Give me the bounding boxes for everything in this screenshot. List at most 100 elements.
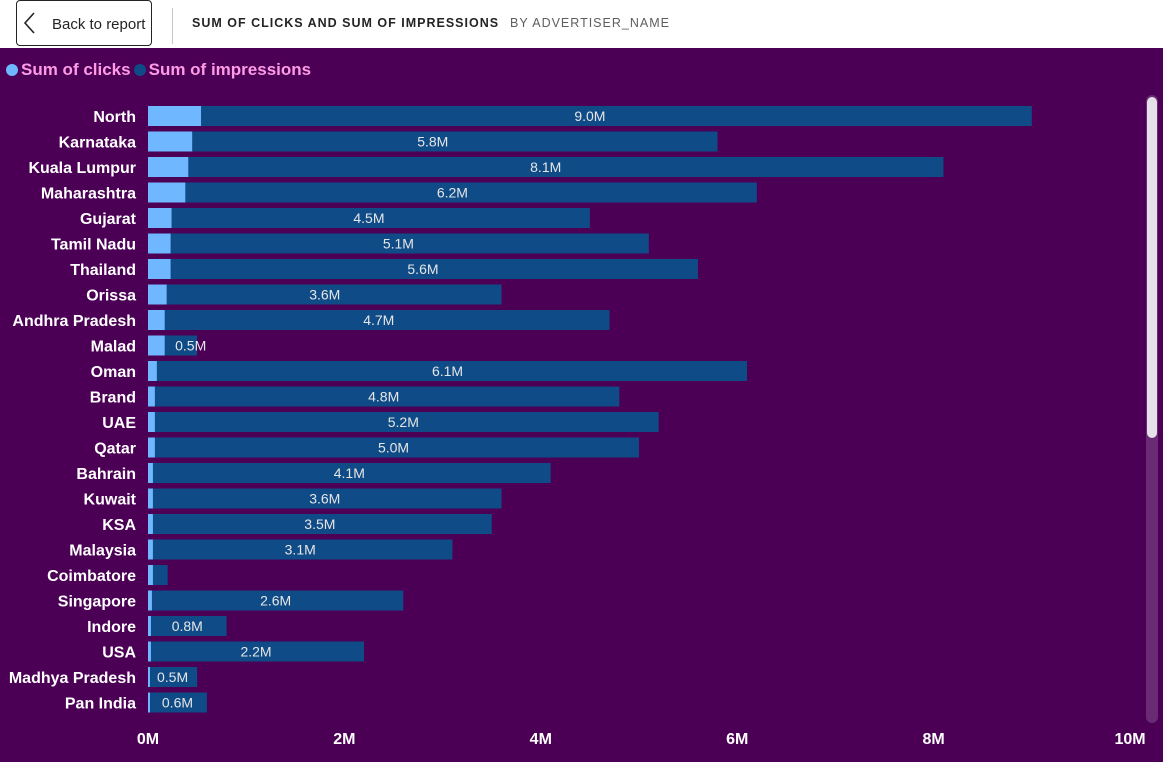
data-label: 4.5M [353,210,384,226]
clicks-bar[interactable] [148,616,151,636]
data-label: 5.0M [378,440,409,456]
data-label: 3.6M [309,287,340,303]
clicks-bar[interactable] [148,514,153,534]
clicks-bar[interactable] [148,539,153,560]
impressions-bar[interactable] [148,284,502,305]
data-label: 2.6M [260,593,291,609]
impressions-bar[interactable] [148,386,620,407]
legend-item-impressions[interactable]: Sum of impressions [133,60,312,80]
impressions-bar[interactable] [148,539,453,560]
category-label: KSA [102,517,136,534]
impressions-bar[interactable] [148,514,492,534]
clicks-bar[interactable] [148,157,189,177]
clicks-bar[interactable] [148,182,186,203]
x-tick-label: 2M [333,731,355,748]
impressions-bar[interactable] [148,310,610,330]
x-tick-label: 0M [137,731,159,748]
clicks-bar[interactable] [148,259,171,279]
impressions-bar[interactable] [148,233,649,254]
legend-swatch-clicks [6,64,18,76]
impressions-bar[interactable] [148,437,639,458]
visual-subtitle: BY ADVERTISER_NAME [510,16,670,30]
data-label: 0.5M [157,669,188,685]
category-label: Brand [90,390,136,407]
clicks-bar[interactable] [148,284,167,305]
category-label: Oman [91,364,136,381]
data-label: 4.8M [368,389,399,405]
impressions-bar[interactable] [148,692,207,713]
data-label: 6.1M [432,363,463,379]
legend-label-impressions: Sum of impressions [148,60,312,79]
clicks-bar[interactable] [148,412,155,432]
impressions-bar[interactable] [148,412,659,432]
clicks-bar[interactable] [148,233,171,254]
impressions-bar[interactable] [148,463,551,483]
category-label: Thailand [70,262,136,279]
clicks-bar[interactable] [148,667,150,687]
impressions-bar[interactable] [148,106,1032,126]
clicks-bar[interactable] [148,131,193,152]
impressions-bar[interactable] [148,259,698,279]
clicks-bar[interactable] [148,590,152,611]
clicks-bar[interactable] [148,310,165,330]
impressions-bar[interactable] [148,641,365,662]
back-to-report-button[interactable]: Back to report [16,0,152,46]
data-label: 5.1M [383,236,414,252]
data-label: 6.2M [437,185,468,201]
header-divider [172,8,173,44]
impressions-bar[interactable] [148,208,590,228]
category-label: Karnataka [59,135,136,152]
x-tick-label: 6M [726,731,748,748]
clicks-bar[interactable] [148,463,153,483]
data-label: 0.6M [162,695,193,711]
category-label: Malaysia [69,543,136,560]
category-label: Malad [91,339,136,356]
data-label: 5.2M [388,414,419,430]
clicks-bar[interactable] [148,361,157,381]
clicks-bar[interactable] [148,386,155,407]
data-label: 0.8M [172,618,203,634]
impressions-bar[interactable] [148,590,404,611]
x-tick-label: 8M [922,731,944,748]
category-label: UAE [102,415,136,432]
data-label: 8.1M [530,159,561,175]
top-bar: Back to report SUM OF CLICKS AND SUM OF … [0,0,1163,48]
clicks-bar[interactable] [148,565,153,585]
data-label: 2.2M [240,644,271,660]
category-label: Indore [87,619,136,636]
impressions-bar[interactable] [148,667,198,687]
clicks-bar[interactable] [148,335,165,356]
chevron-left-icon [23,12,35,34]
category-label: Kuala Lumpur [28,160,136,177]
clicks-bar[interactable] [148,437,155,458]
category-label: Pan India [65,696,136,713]
category-label: North [93,109,136,126]
bar-chart: North 9.0M Karnataka 5.8M Kuala Lumpur 8.1M Ma… [9,106,1146,748]
clicks-bar[interactable] [148,208,172,228]
clicks-bar[interactable] [148,488,153,509]
data-label: 3.5M [304,516,335,532]
impressions-bar[interactable] [148,182,757,203]
category-label: Qatar [94,441,136,458]
x-tick-label: 4M [530,731,552,748]
back-to-report-label: Back to report [52,16,146,33]
data-label: 3.6M [309,491,340,507]
chart-scrollbar[interactable] [1146,95,1158,723]
category-label: Singapore [58,594,136,611]
data-label: 9.0M [574,108,605,124]
clicks-bar[interactable] [148,692,150,713]
impressions-bar[interactable] [148,616,227,636]
data-label: 4.7M [363,312,394,328]
data-label: 5.6M [407,261,438,277]
impressions-bar[interactable] [148,131,718,152]
chart-legend: Sum of clicks Sum of impressions [6,59,314,81]
clicks-bar[interactable] [148,106,202,126]
category-label: Maharashtra [41,186,136,203]
legend-item-clicks[interactable]: Sum of clicks [6,60,131,80]
scrollbar-thumb[interactable] [1147,97,1157,438]
impressions-bar[interactable] [148,361,748,381]
impressions-bar[interactable] [148,157,944,177]
category-label: Tamil Nadu [51,237,136,254]
impressions-bar[interactable] [148,488,502,509]
clicks-bar[interactable] [148,641,151,662]
